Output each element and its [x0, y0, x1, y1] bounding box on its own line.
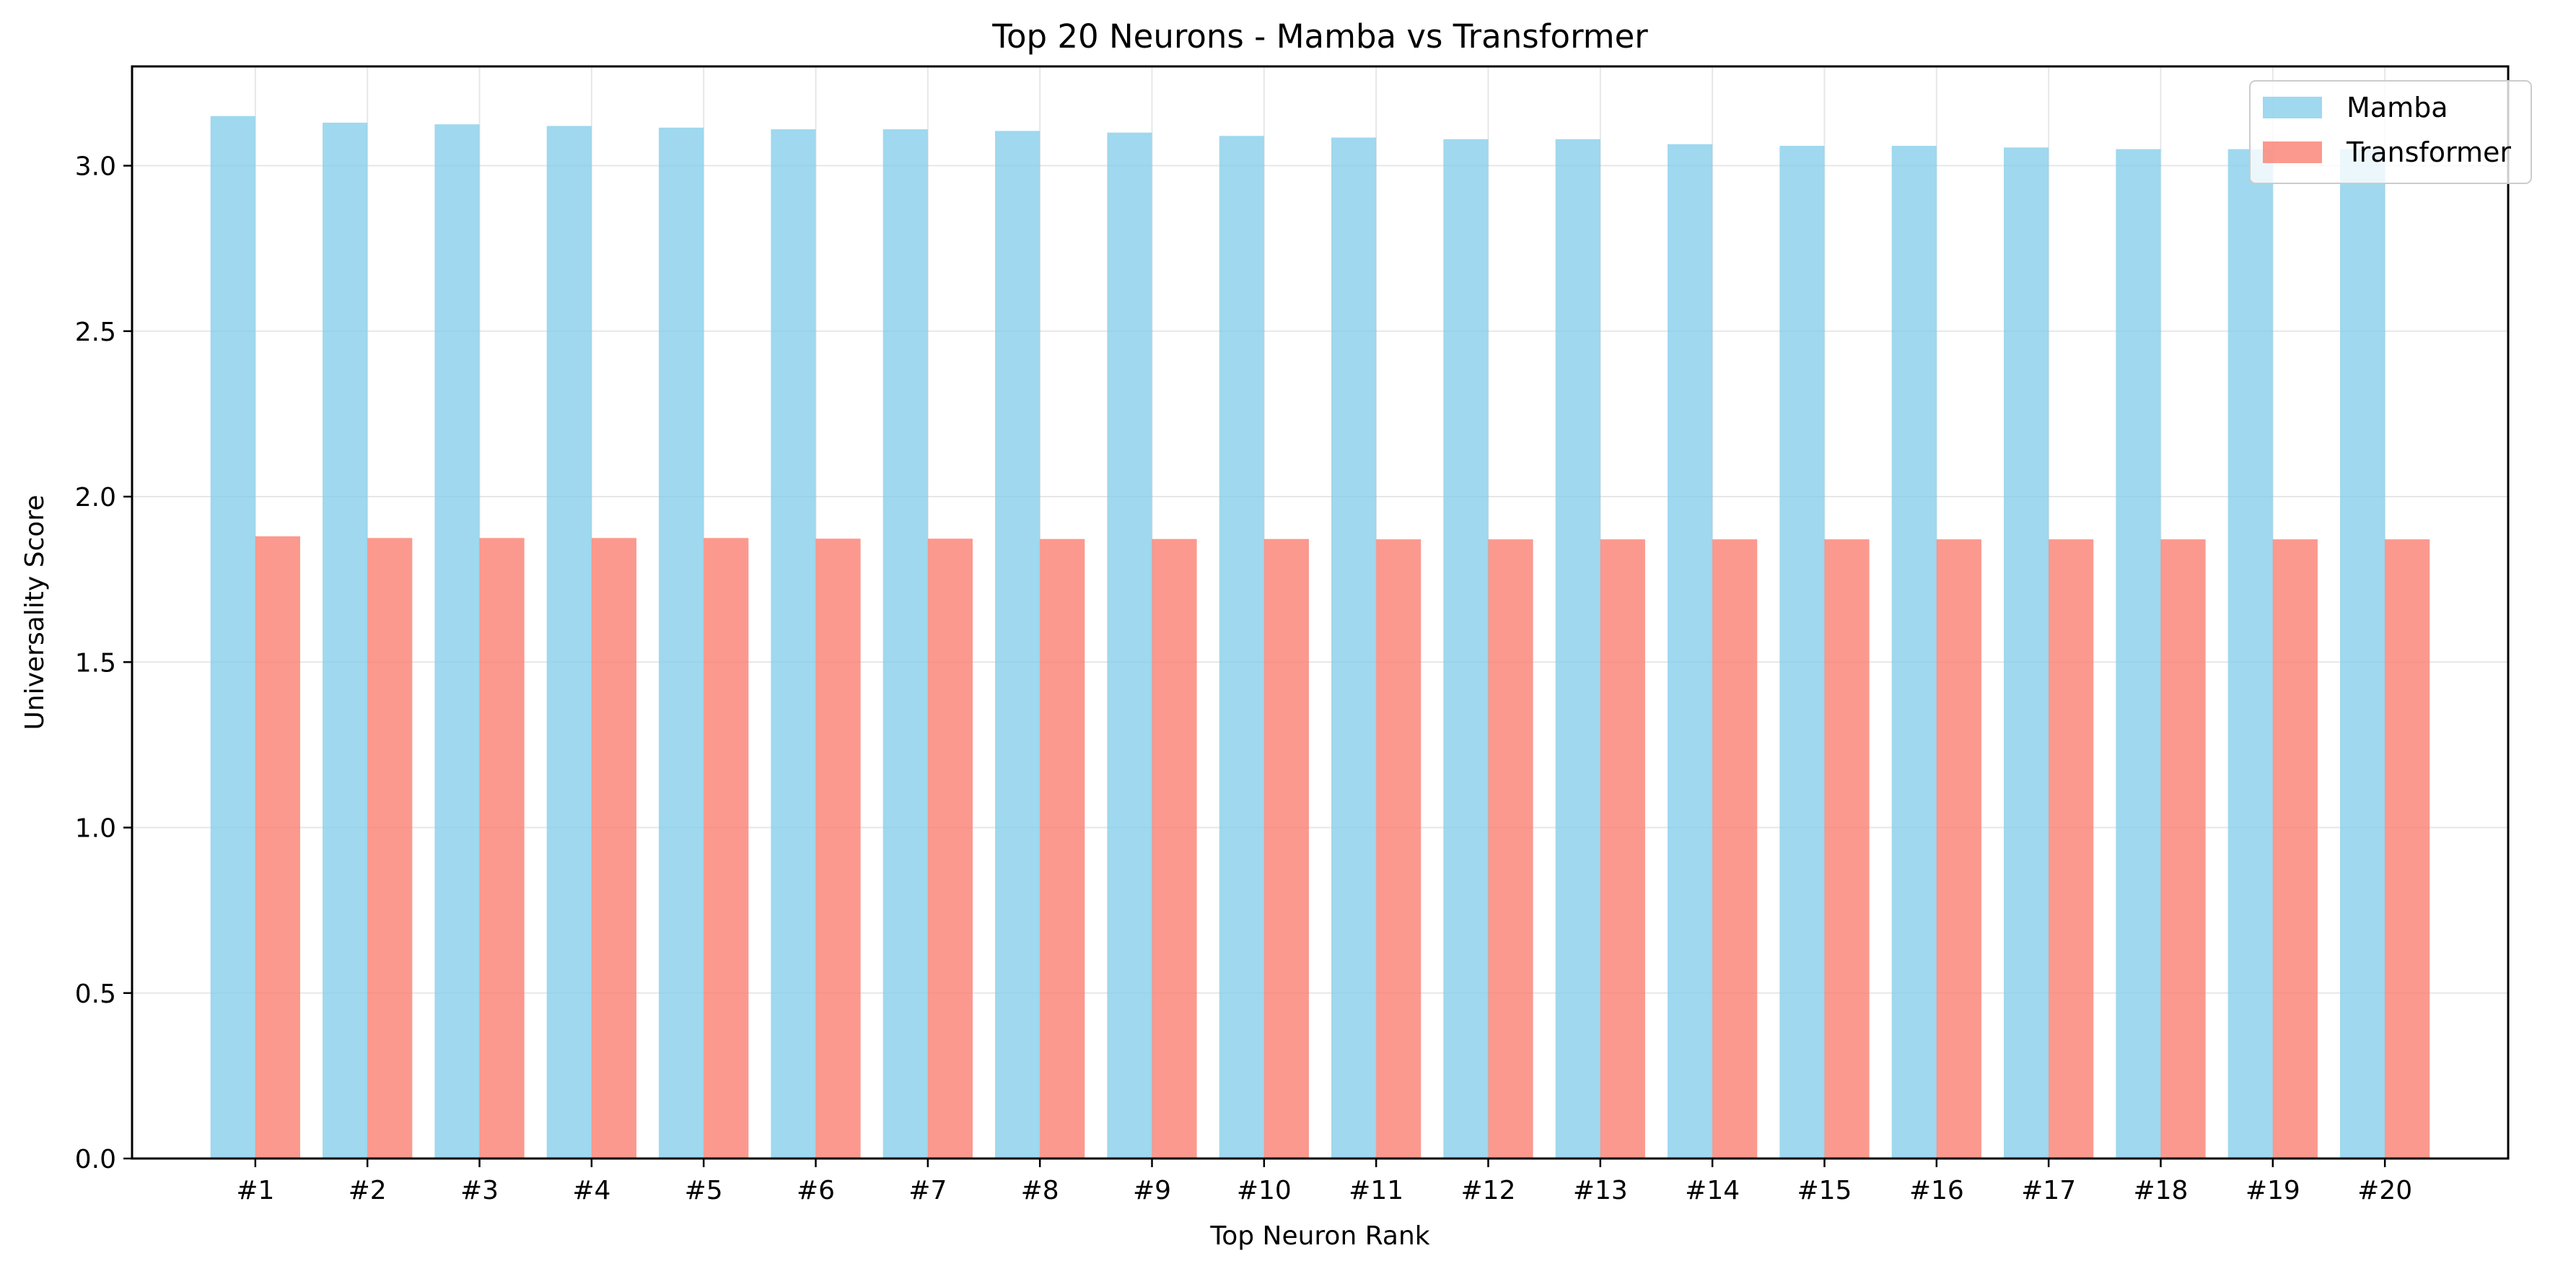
mamba-bar — [1891, 146, 1937, 1159]
mamba-bar — [1331, 137, 1377, 1159]
bars — [210, 115, 2430, 1159]
x-tick-label: #13 — [1573, 1176, 1628, 1205]
transformer-bar — [815, 538, 861, 1159]
mamba-bar — [1668, 144, 1713, 1159]
mamba-bar — [434, 124, 480, 1159]
mamba-bar — [1219, 136, 1264, 1159]
y-axis-label: Universality Score — [20, 495, 50, 730]
x-tick-label: #9 — [1133, 1176, 1171, 1205]
x-tick-label: #19 — [2246, 1176, 2300, 1205]
x-tick-label: #7 — [908, 1176, 947, 1205]
legend-label-mamba: Mamba — [2347, 92, 2448, 123]
mamba-bar — [1443, 139, 1489, 1159]
x-tick-label: #15 — [1797, 1176, 1852, 1205]
transformer-bar — [1600, 539, 1645, 1159]
mamba-bar — [1779, 146, 1825, 1159]
transformer-bar — [479, 538, 525, 1159]
transformer-bar — [2272, 539, 2318, 1159]
legend-swatch-mamba — [2263, 97, 2322, 118]
legend-swatch-transformer — [2263, 141, 2322, 163]
y-tick-label: 3.0 — [75, 152, 116, 182]
axis-ticks: 0.0 0.5 1.0 1.5 2.0 2.5 3.0 #1 #2 #3 #4 #5 #6 #7 #8 #9 #… — [75, 152, 2412, 1205]
chart-title: Top 20 Neurons - Mamba vs Transformer — [991, 17, 1648, 56]
mamba-bar — [323, 122, 368, 1159]
x-tick-label: #17 — [2021, 1176, 2076, 1205]
transformer-bar — [1488, 539, 1533, 1159]
transformer-bar — [1263, 538, 1309, 1159]
y-tick-label: 0.0 — [75, 1145, 116, 1174]
mamba-bar — [1107, 132, 1152, 1159]
transformer-bar — [367, 538, 413, 1159]
x-tick-label: #8 — [1021, 1176, 1059, 1205]
mamba-bar — [546, 126, 592, 1159]
x-tick-label: #16 — [1909, 1176, 1964, 1205]
y-tick-label: 2.5 — [75, 318, 116, 347]
mamba-bar — [210, 115, 255, 1159]
x-tick-label: #10 — [1237, 1176, 1292, 1205]
y-tick-label: 1.0 — [75, 814, 116, 844]
transformer-bar — [927, 538, 973, 1159]
legend-label-transformer: Transformer — [2346, 136, 2511, 168]
y-tick-label: 0.5 — [75, 980, 116, 1009]
transformer-bar — [1824, 539, 1870, 1159]
transformer-bar — [255, 536, 300, 1159]
transformer-bar — [704, 538, 749, 1159]
transformer-bar — [591, 538, 636, 1159]
x-tick-label: #18 — [2133, 1176, 2188, 1205]
mamba-bar — [2116, 149, 2161, 1159]
transformer-bar — [2049, 539, 2094, 1159]
x-tick-label: #4 — [572, 1176, 610, 1205]
transformer-bar — [1152, 538, 1197, 1159]
x-tick-label: #12 — [1461, 1176, 1516, 1205]
x-tick-label: #11 — [1349, 1176, 1403, 1205]
transformer-bar — [1936, 539, 1981, 1159]
transformer-bar — [1712, 539, 1758, 1159]
mamba-bar — [1555, 139, 1600, 1159]
x-tick-label: #20 — [2357, 1176, 2412, 1205]
mamba-bar — [2340, 149, 2386, 1159]
x-tick-label: #3 — [460, 1176, 499, 1205]
y-tick-label: 2.0 — [75, 483, 116, 512]
x-axis-label: Top Neuron Rank — [1209, 1221, 1429, 1251]
transformer-bar — [2385, 539, 2430, 1159]
x-tick-label: #14 — [1685, 1176, 1740, 1205]
legend: Mamba Transformer — [2249, 80, 2532, 184]
x-tick-label: #5 — [685, 1176, 723, 1205]
mamba-bar — [659, 127, 704, 1159]
x-tick-label: #1 — [236, 1176, 274, 1205]
transformer-bar — [2160, 539, 2206, 1159]
transformer-bar — [1376, 539, 1421, 1159]
mamba-bar — [2227, 149, 2273, 1159]
x-tick-label: #6 — [797, 1176, 835, 1205]
transformer-bar — [1040, 538, 1085, 1159]
mamba-bar — [995, 131, 1041, 1159]
y-tick-label: 1.5 — [75, 648, 116, 678]
x-tick-label: #2 — [349, 1176, 387, 1205]
plot-frame — [131, 65, 2510, 1160]
mamba-bar — [771, 129, 816, 1159]
mamba-bar — [2004, 147, 2049, 1159]
mamba-bar — [882, 129, 928, 1159]
